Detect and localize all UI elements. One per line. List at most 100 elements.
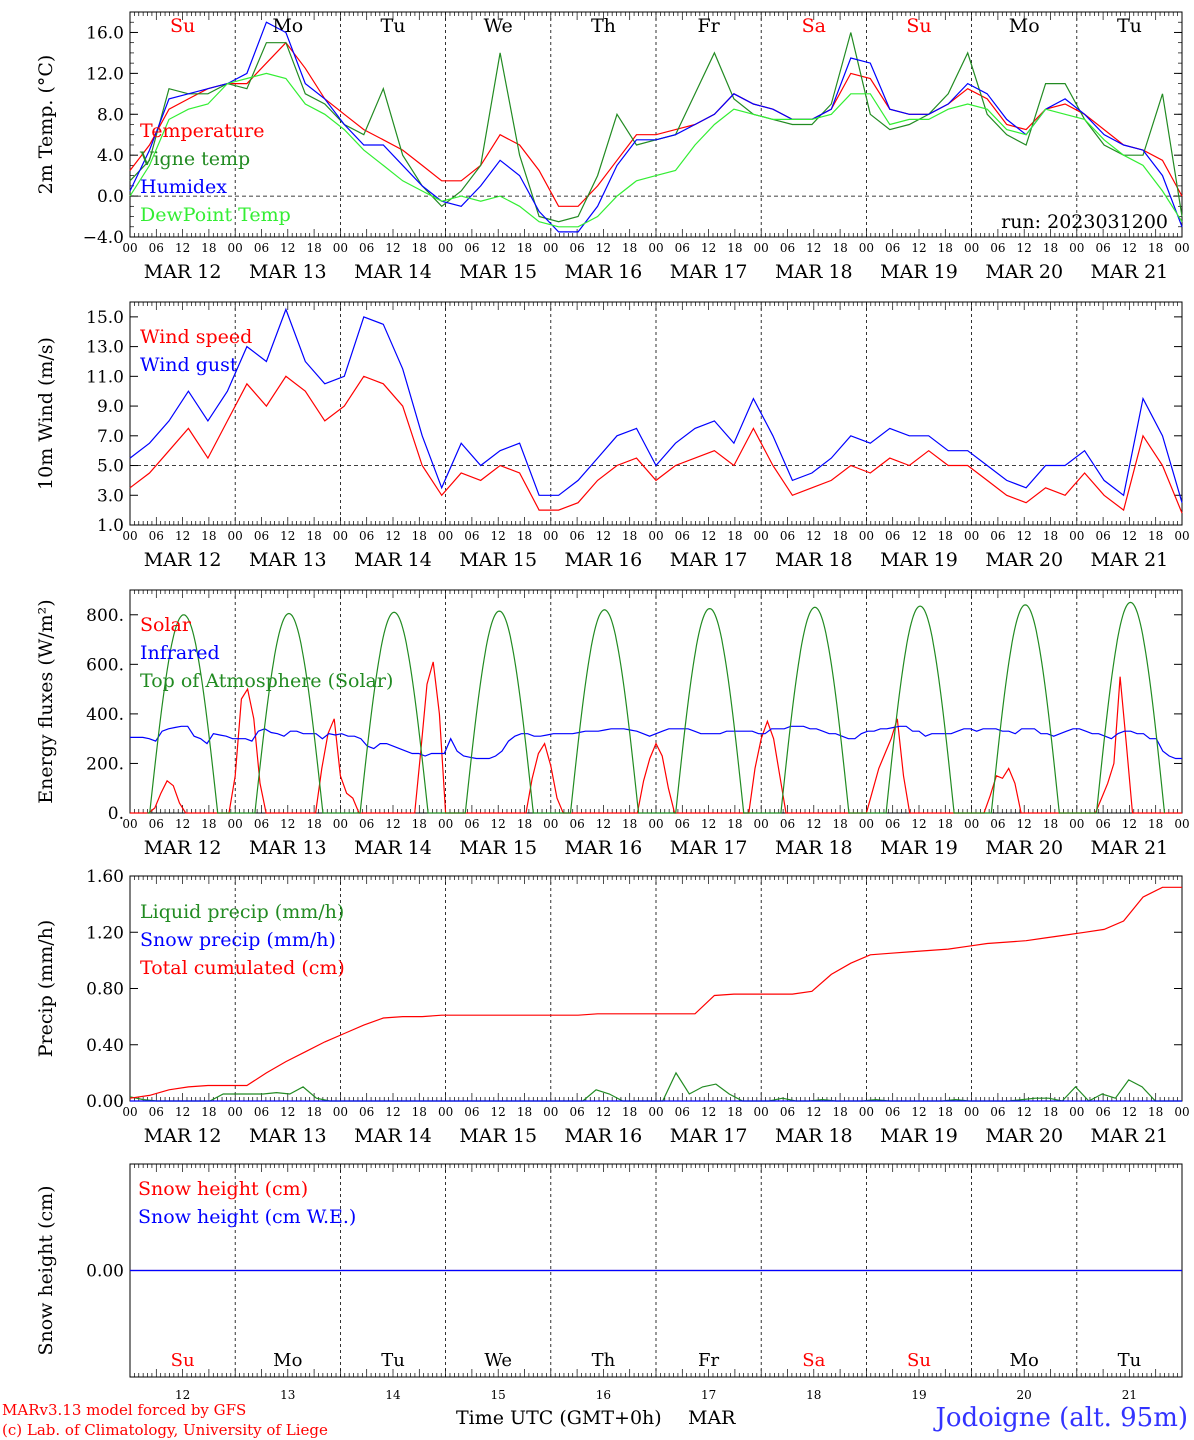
hour-tick-label: 06 — [990, 241, 1005, 255]
hour-tick-label: 18 — [412, 529, 427, 543]
hour-tick-label: 06 — [569, 1105, 584, 1119]
series-line-1 — [129, 41, 1183, 207]
hour-tick-label: 12 — [701, 529, 716, 543]
lab-credit: (c) Lab. of Climatology, University of L… — [2, 1421, 328, 1439]
hour-tick-label: 00 — [648, 817, 663, 831]
date-label: MAR 13 — [249, 837, 327, 859]
hour-tick-label: 00 — [438, 529, 453, 543]
hour-tick-label: 00 — [438, 1105, 453, 1119]
date-label: MAR 21 — [1091, 261, 1169, 283]
hour-tick-label: 00 — [754, 1105, 769, 1119]
hour-tick-label: 12 — [1017, 817, 1032, 831]
date-label: MAR 19 — [880, 261, 958, 283]
hour-tick-label: 12 — [280, 1105, 295, 1119]
weekday-label: Th — [591, 15, 616, 37]
weekday-label: Sa — [802, 15, 826, 37]
date-label: MAR 16 — [565, 1125, 643, 1147]
weekday-label-bottom: Th — [592, 1350, 616, 1371]
day-number: 19 — [911, 1388, 926, 1402]
hour-tick-label: 12 — [806, 1105, 821, 1119]
hour-tick-label: 06 — [149, 529, 164, 543]
weekday-label-bottom: Mo — [1010, 1350, 1039, 1371]
hour-tick-label: 06 — [885, 529, 900, 543]
hour-tick-label: 12 — [280, 817, 295, 831]
hour-tick-label: 18 — [1043, 529, 1058, 543]
weekday-label-bottom: Tu — [1118, 1350, 1142, 1371]
date-label: MAR 18 — [775, 261, 853, 283]
legend-entry: Total cumulated (cm) — [140, 957, 345, 979]
hour-tick-label: 18 — [517, 1105, 532, 1119]
hour-tick-label: 18 — [517, 817, 532, 831]
hour-tick-label: 12 — [1122, 529, 1137, 543]
y-axis-label: 10m Wind (m/s) — [35, 337, 57, 490]
hour-tick-label: 06 — [254, 241, 269, 255]
legend-entry: Wind speed — [140, 326, 252, 348]
y-axis-label: Snow height (cm) — [35, 1185, 57, 1355]
date-label: MAR 18 — [775, 837, 853, 859]
date-label: MAR 12 — [144, 261, 222, 283]
y-tick-label: 200. — [86, 754, 124, 774]
day-number: 21 — [1122, 1388, 1137, 1402]
hour-tick-label: 00 — [754, 529, 769, 543]
day-number: 13 — [280, 1388, 295, 1402]
hour-tick-label: 06 — [990, 1105, 1005, 1119]
date-label: MAR 14 — [354, 1125, 432, 1147]
panel-frame — [129, 301, 1183, 526]
hour-tick-label: 06 — [990, 529, 1005, 543]
hour-tick-label: 18 — [1043, 817, 1058, 831]
date-label: MAR 17 — [670, 837, 748, 859]
hour-tick-label: 00 — [543, 241, 558, 255]
hour-tick-label: 06 — [569, 241, 584, 255]
hour-tick-label: 06 — [675, 817, 690, 831]
day-number: 16 — [596, 1388, 611, 1402]
hour-tick-label: 06 — [359, 241, 374, 255]
date-label: MAR 12 — [144, 1125, 222, 1147]
date-label: MAR 12 — [144, 837, 222, 859]
hour-tick-label: 00 — [859, 817, 874, 831]
y-tick-label: 7.0 — [97, 427, 124, 447]
hour-tick-label: 12 — [911, 529, 926, 543]
hour-tick-label: 18 — [832, 241, 847, 255]
hour-tick-label: 12 — [911, 241, 926, 255]
legend-entry: Snow precip (mm/h) — [140, 929, 336, 951]
hour-tick-label: 18 — [412, 817, 427, 831]
hour-tick-label: 00 — [1174, 1105, 1189, 1119]
hour-tick-label: 18 — [938, 817, 953, 831]
day-number: 17 — [701, 1388, 716, 1402]
series-line-3 — [129, 21, 1183, 233]
hour-tick-label: 00 — [859, 1105, 874, 1119]
date-label: MAR 12 — [144, 549, 222, 571]
hour-tick-label: 06 — [1095, 241, 1110, 255]
hour-tick-label: 00 — [438, 241, 453, 255]
hour-tick-label: 18 — [832, 817, 847, 831]
hour-tick-label: 06 — [780, 241, 795, 255]
location-label: Jodoigne (alt. 95m) — [932, 1403, 1188, 1433]
y-tick-label: 0. — [108, 804, 124, 824]
date-label: MAR 16 — [565, 549, 643, 571]
hour-tick-label: 06 — [990, 817, 1005, 831]
hour-tick-label: 00 — [333, 529, 348, 543]
hour-tick-label: 18 — [727, 1105, 742, 1119]
hour-tick-label: 12 — [701, 241, 716, 255]
hour-tick-label: 18 — [1148, 241, 1163, 255]
weekday-label: Fr — [697, 15, 720, 37]
hour-tick-label: 12 — [1017, 1105, 1032, 1119]
hour-tick-label: 18 — [1148, 529, 1163, 543]
hour-tick-label: 12 — [1017, 529, 1032, 543]
hour-tick-label: 12 — [596, 817, 611, 831]
hour-tick-label: 12 — [1122, 817, 1137, 831]
legend-entry: Top of Atmosphere (Solar) — [140, 670, 393, 692]
y-tick-label: 9.0 — [97, 397, 124, 417]
y-tick-label: 16.0 — [86, 23, 124, 43]
hour-tick-label: 12 — [385, 1105, 400, 1119]
date-label: MAR 16 — [565, 261, 643, 283]
date-label: MAR 15 — [459, 1125, 537, 1147]
hour-tick-label: 00 — [648, 241, 663, 255]
legend-entry: Temperature — [140, 120, 264, 142]
date-label: MAR 19 — [880, 1125, 958, 1147]
weekday-label-bottom: Su — [171, 1350, 195, 1371]
y-tick-label: 13.0 — [86, 338, 124, 358]
hour-tick-label: 06 — [675, 529, 690, 543]
hour-tick-label: 06 — [464, 529, 479, 543]
hour-tick-label: 12 — [596, 241, 611, 255]
